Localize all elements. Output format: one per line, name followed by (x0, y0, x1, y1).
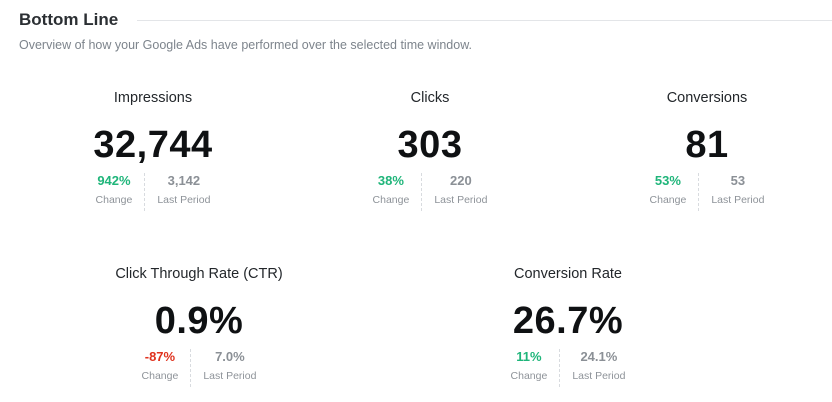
change-caption: Change (141, 370, 179, 382)
metric-comparison: 11% Change 24.1% Last Period (458, 349, 678, 387)
last-period-column: 24.1% Last Period (560, 349, 637, 387)
metric-comparison: 942% Change 3,142 Last Period (43, 173, 263, 211)
change-caption: Change (95, 194, 133, 206)
change-caption: Change (649, 194, 687, 206)
last-period-caption: Last Period (434, 194, 488, 206)
metric-comparison: -87% Change 7.0% Last Period (89, 349, 309, 387)
change-value: 53% (654, 173, 681, 188)
last-period-column: 53 Last Period (699, 173, 776, 211)
last-period-column: 220 Last Period (422, 173, 499, 211)
metric-label: Conversions (666, 90, 748, 106)
metric-comparison: 38% Change 220 Last Period (320, 173, 540, 211)
metric-label: Click Through Rate (CTR) (115, 266, 283, 282)
metric-label: Impressions (113, 90, 193, 106)
metric-card-impressions: Impressions 32,744 942% Change 3,142 Las… (43, 89, 263, 211)
last-period-value: 7.0% (215, 349, 245, 364)
metric-card-conversions: Conversions 81 53% Change 53 Last Period (597, 89, 817, 211)
change-value: 942% (97, 173, 131, 188)
last-period-caption: Last Period (203, 370, 257, 382)
section-title: Bottom Line (19, 10, 119, 29)
metric-card-ctr: Click Through Rate (CTR) 0.9% -87% Chang… (89, 265, 309, 387)
change-caption: Change (372, 194, 410, 206)
change-value: -87% (144, 349, 176, 364)
metric-label: Clicks (410, 90, 450, 106)
last-period-value: 53 (730, 173, 746, 188)
last-period-value: 220 (450, 173, 472, 188)
metric-value: 81 (685, 124, 729, 166)
last-period-value: 3,142 (167, 173, 201, 188)
last-period-caption: Last Period (572, 370, 626, 382)
last-period-value: 24.1% (580, 349, 618, 364)
section-header: Bottom Line (19, 8, 832, 32)
change-column: 942% Change (84, 173, 146, 211)
metric-card-clicks: Clicks 303 38% Change 220 Last Period (320, 89, 540, 211)
last-period-caption: Last Period (711, 194, 765, 206)
change-column: 53% Change (638, 173, 700, 211)
change-column: 11% Change (499, 349, 561, 387)
change-value: 38% (377, 173, 404, 188)
metric-value: 32,744 (93, 124, 213, 166)
change-value: 11% (516, 349, 542, 364)
last-period-caption: Last Period (157, 194, 211, 206)
change-column: -87% Change (130, 349, 192, 387)
metric-value: 26.7% (512, 300, 624, 342)
last-period-column: 7.0% Last Period (191, 349, 268, 387)
metric-comparison: 53% Change 53 Last Period (597, 173, 817, 211)
change-column: 38% Change (361, 173, 423, 211)
metric-label: Conversion Rate (514, 266, 622, 282)
section-subtitle: Overview of how your Google Ads have per… (19, 38, 473, 52)
metric-card-conversion-rate: Conversion Rate 26.7% 11% Change 24.1% L… (458, 265, 678, 387)
metric-value: 303 (397, 124, 463, 166)
metric-value: 0.9% (154, 300, 244, 342)
last-period-column: 3,142 Last Period (145, 173, 222, 211)
change-caption: Change (510, 370, 548, 382)
section-divider (137, 20, 832, 21)
